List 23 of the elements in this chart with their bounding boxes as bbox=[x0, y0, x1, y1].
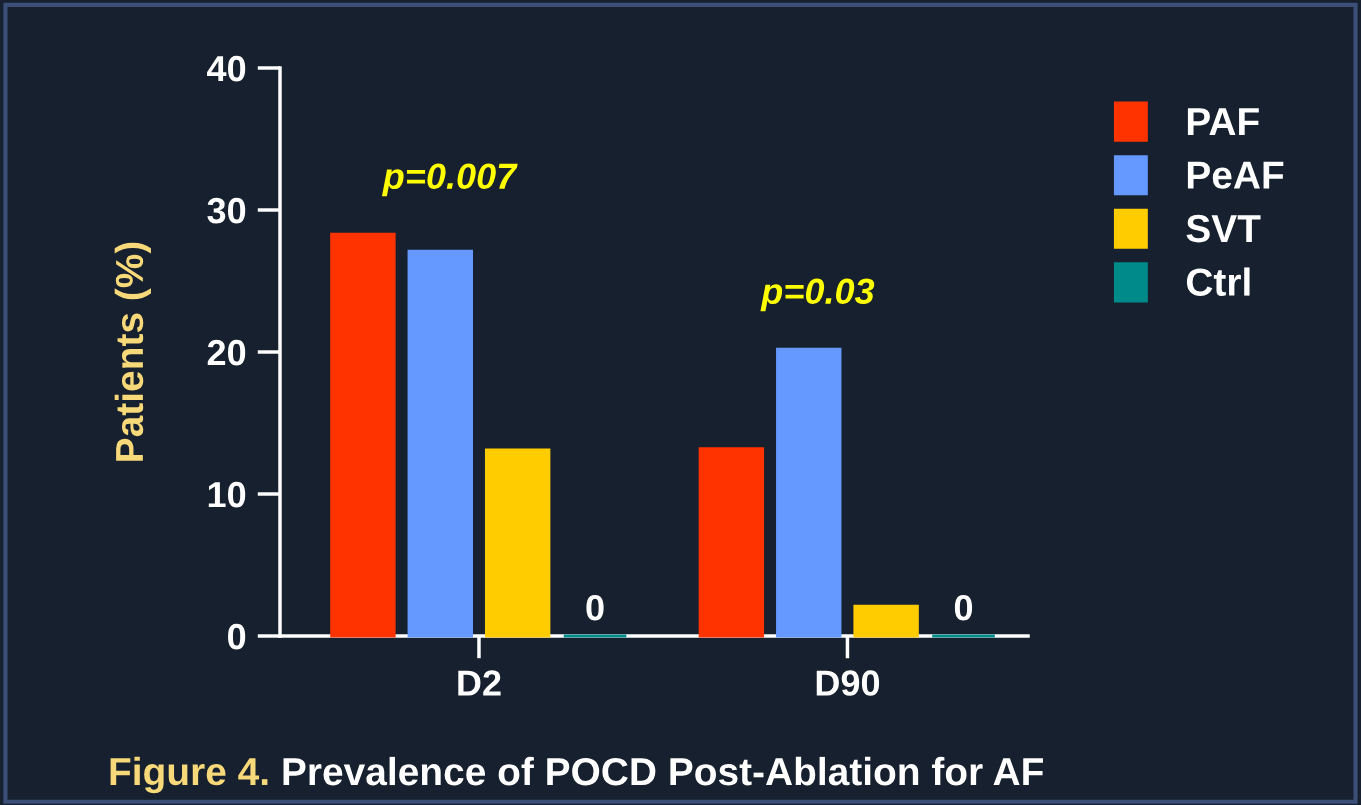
y-tick-label: 30 bbox=[207, 197, 246, 224]
data-label: 0 bbox=[954, 594, 973, 621]
annotation: p=0.03 bbox=[760, 278, 875, 312]
annotation: p=0.007 bbox=[381, 163, 518, 197]
bar bbox=[330, 232, 396, 638]
text: Figure 4. Prevalence of POCD Post-Ablation for AF bbox=[110, 756, 1043, 794]
x-tick-label: D90 bbox=[816, 670, 880, 696]
legend-label: SVT bbox=[1186, 214, 1261, 243]
y-tick-label: 0 bbox=[228, 623, 246, 650]
y-axis-title: Patients (%) bbox=[114, 242, 151, 461]
bar bbox=[698, 447, 765, 638]
y-tick-label: 10 bbox=[208, 481, 246, 508]
y-tick-label: 40 bbox=[207, 55, 246, 82]
legend-label: Ctrl bbox=[1186, 267, 1250, 296]
bar bbox=[484, 448, 551, 638]
bar bbox=[776, 347, 842, 638]
bar bbox=[853, 604, 919, 638]
bar bbox=[407, 249, 473, 638]
data-label: 0 bbox=[586, 594, 604, 621]
legend-label: PeAF bbox=[1187, 161, 1284, 189]
x-tick-label: D2 bbox=[458, 670, 501, 696]
legend-label: PAF bbox=[1187, 108, 1259, 135]
y-tick-label: 20 bbox=[207, 339, 246, 366]
